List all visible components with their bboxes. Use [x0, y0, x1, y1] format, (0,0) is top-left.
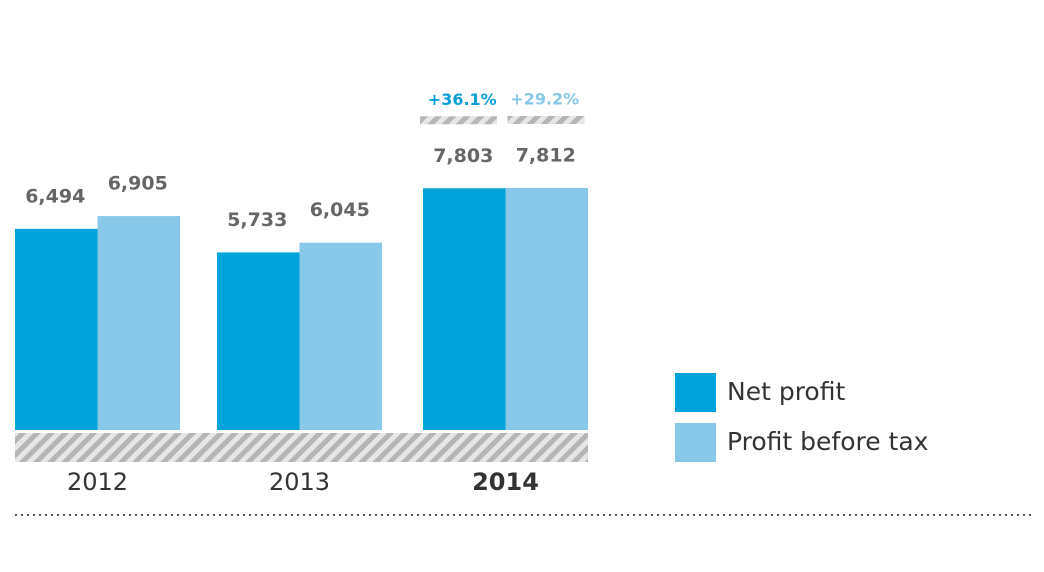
legend-label: Net profit — [727, 377, 845, 406]
value-label: 6,045 — [310, 199, 370, 221]
growth-label: +36.1% — [428, 90, 497, 109]
base-band — [15, 433, 588, 462]
bar — [505, 188, 588, 430]
bar — [299, 242, 382, 430]
value-label: 6,905 — [108, 173, 168, 195]
growth-band — [507, 116, 585, 124]
growth-label: +29.2% — [510, 90, 579, 109]
bar — [97, 216, 180, 430]
bar — [423, 188, 506, 430]
value-label: 5,733 — [227, 209, 287, 231]
x-tick-label: 2014 — [472, 468, 539, 496]
value-label: 6,494 — [25, 185, 85, 207]
x-tick-label: 2013 — [269, 468, 330, 496]
x-tick-label: 2012 — [67, 468, 128, 496]
growth-band — [420, 116, 497, 125]
value-label: 7,812 — [516, 145, 576, 167]
legend-swatch — [675, 373, 716, 412]
bar — [217, 252, 300, 430]
value-label: 7,803 — [433, 145, 493, 167]
bar — [15, 228, 98, 430]
legend-label: Profit before tax — [727, 427, 928, 456]
legend-swatch — [675, 423, 716, 462]
